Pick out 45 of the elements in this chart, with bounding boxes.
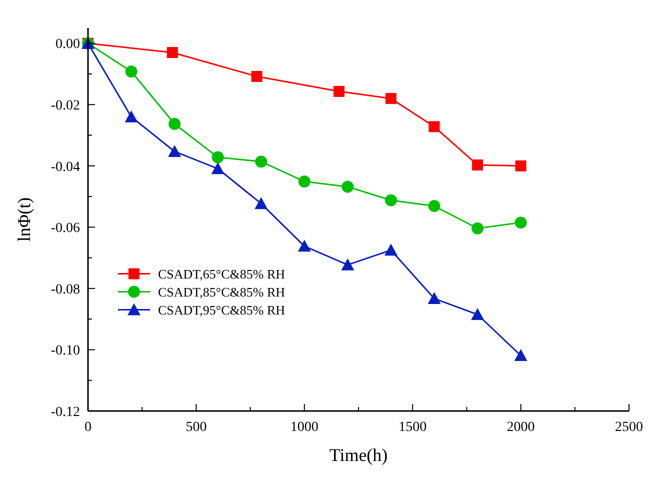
point — [298, 240, 311, 252]
y-tick-label: -0.12 — [50, 404, 80, 420]
point — [384, 244, 398, 256]
y-tick-label: 0.00 — [56, 37, 80, 52]
x-tick-label: 1500 — [398, 420, 427, 435]
point — [125, 66, 138, 78]
point — [385, 92, 396, 104]
point — [428, 292, 441, 304]
x-tick-label: 2500 — [615, 420, 643, 435]
x-tick-label: 500 — [186, 420, 207, 435]
point — [298, 176, 310, 188]
point — [428, 200, 440, 212]
point — [212, 151, 224, 164]
point — [472, 222, 484, 234]
y-tick-label: -0.02 — [50, 98, 80, 114]
point — [514, 216, 527, 229]
point — [251, 70, 262, 82]
point — [334, 86, 345, 97]
point — [124, 110, 138, 122]
point — [472, 159, 484, 170]
y-tick-label: -0.04 — [50, 160, 80, 175]
y-axis-title: lnΦ(t) — [14, 197, 34, 242]
point — [166, 47, 178, 58]
point — [514, 349, 528, 362]
legend-label: CSADT,95°C&85% RH — [158, 302, 286, 318]
legend-label: CSADT,65°C&85% RH — [158, 266, 286, 282]
point — [254, 197, 268, 210]
y-tick-label: -0.10 — [50, 344, 80, 359]
point — [515, 160, 526, 172]
point — [168, 118, 181, 130]
x-tick-label: 1000 — [290, 420, 318, 435]
x-axis-title: Time(h) — [329, 445, 388, 465]
point — [471, 308, 484, 320]
y-tick-label: -0.06 — [50, 221, 80, 236]
x-tick-label: 0 — [84, 420, 92, 435]
point — [342, 180, 354, 193]
point — [255, 156, 268, 168]
point — [211, 162, 224, 174]
legend-label: CSADT,85°C&85% RH — [158, 284, 286, 300]
point — [168, 144, 182, 157]
x-tick-label: 2000 — [506, 420, 535, 435]
y-tick-label: -0.08 — [50, 282, 80, 298]
point — [341, 258, 354, 270]
point — [428, 121, 440, 132]
point — [384, 194, 397, 206]
